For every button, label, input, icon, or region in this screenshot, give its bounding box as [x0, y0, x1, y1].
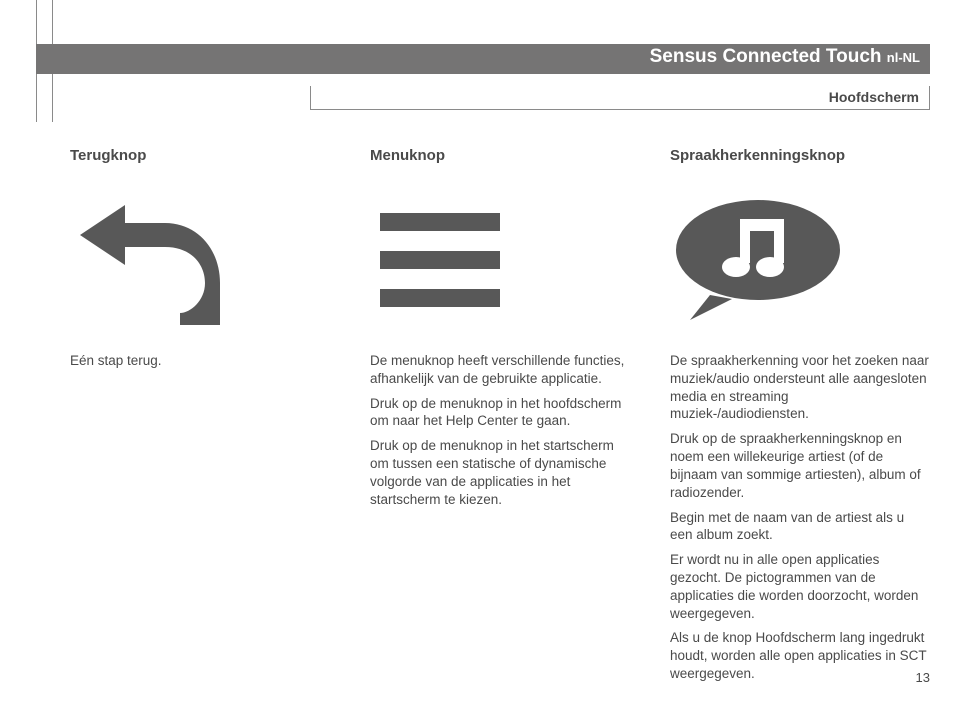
col-menu: De menuknop heeft verschillende functies…	[370, 352, 630, 690]
body-text: Druk op de spraakherkenningsknop en noem…	[670, 430, 930, 501]
heading-menu: Menuknop	[370, 147, 630, 164]
body-text: Als u de knop Hoofdscherm lang ingedrukt…	[670, 629, 930, 682]
page-title: Sensus Connected Touch nl-NL	[650, 46, 920, 68]
voice-music-icon	[670, 190, 930, 330]
column-headings: Terugknop Menuknop Spraakherkenningsknop	[70, 147, 930, 164]
back-icon	[70, 190, 330, 330]
body-text: Druk op de menuknop in het startscherm o…	[370, 437, 630, 508]
heading-back: Terugknop	[70, 147, 330, 164]
col-back: Eén stap terug.	[70, 352, 330, 690]
body-text: Druk op de menuknop in het hoofdscherm o…	[370, 395, 630, 431]
subtitle: Hoofdscherm	[829, 89, 919, 105]
body-text: Begin met de naam van de artiest als u e…	[670, 509, 930, 545]
icon-row	[70, 185, 930, 335]
body-text: De spraakherkenning voor het zoeken naar…	[670, 352, 930, 423]
title-bar: Sensus Connected Touch nl-NL	[36, 44, 930, 74]
col-voice: De spraakherkenning voor het zoeken naar…	[670, 352, 930, 690]
menu-icon	[370, 190, 630, 330]
page: Sensus Connected Touch nl-NL Hoofdscherm…	[36, 0, 930, 685]
heading-voice: Spraakherkenningsknop	[670, 147, 930, 164]
subtitle-box: Hoofdscherm	[310, 86, 930, 110]
title-main: Sensus Connected Touch	[650, 46, 882, 67]
title-locale: nl-NL	[887, 50, 920, 65]
body-text: De menuknop heeft verschillende functies…	[370, 352, 630, 388]
body-text: Er wordt nu in alle open applicaties gez…	[670, 551, 930, 622]
body-text: Eén stap terug.	[70, 352, 330, 370]
body-columns: Eén stap terug. De menuknop heeft versch…	[70, 352, 930, 690]
page-number: 13	[916, 670, 930, 685]
